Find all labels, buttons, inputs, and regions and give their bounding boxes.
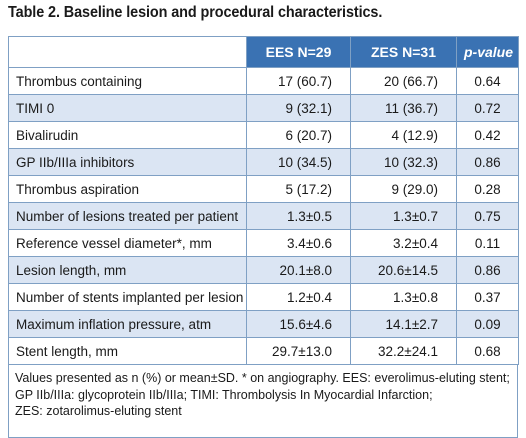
row-label: Number of lesions treated per patient bbox=[8, 202, 247, 230]
row-label: Maximum inflation pressure, atm bbox=[8, 310, 247, 338]
header-blank bbox=[8, 36, 247, 68]
row-label: Reference vessel diameter*, mm bbox=[8, 229, 247, 257]
cell-zes: 3.2±0.4 bbox=[350, 229, 457, 257]
cell-zes: 1.3±0.7 bbox=[350, 202, 457, 230]
cell-zes: 20.6±14.5 bbox=[350, 256, 457, 284]
row-label: Stent length, mm bbox=[8, 337, 247, 365]
cell-ees: 9 (32.1) bbox=[246, 94, 351, 122]
header-row: EES N=29 ZES N=31 p-value bbox=[8, 36, 519, 68]
footnote-line: ZES: zotarolimus-eluting stent bbox=[15, 404, 182, 418]
cell-ees: 1.3±0.5 bbox=[246, 202, 351, 230]
data-table: EES N=29 ZES N=31 p-value Thrombus conta… bbox=[8, 36, 519, 365]
cell-p-value: 0.86 bbox=[456, 148, 519, 176]
cell-ees: 20.1±8.0 bbox=[246, 256, 351, 284]
cell-p-value: 0.37 bbox=[456, 283, 519, 311]
table-row: GP IIb/IIIa inhibitors 10 (34.5) 10 (32.3)… bbox=[8, 148, 519, 176]
cell-ees: 29.7±13.0 bbox=[246, 337, 351, 365]
cell-ees: 6 (20.7) bbox=[246, 121, 351, 149]
cell-ees: 17 (60.7) bbox=[246, 67, 351, 95]
header-zes: ZES N=31 bbox=[350, 36, 457, 68]
row-label: Lesion length, mm bbox=[8, 256, 247, 284]
header-ees: EES N=29 bbox=[246, 36, 351, 68]
table-row: Lesion length, mm 20.1±8.0 20.6±14.5 0.86 bbox=[8, 256, 519, 284]
row-label: Bivalirudin bbox=[8, 121, 247, 149]
table-row: Number of stents implanted per lesion 1.2… bbox=[8, 283, 519, 311]
cell-p-value: 0.28 bbox=[456, 175, 519, 203]
table-title: Table 2. Baseline lesion and procedural … bbox=[8, 4, 383, 21]
cell-zes: 10 (32.3) bbox=[350, 148, 457, 176]
cell-ees: 1.2±0.4 bbox=[246, 283, 351, 311]
table-row: Thrombus aspiration 5 (17.2) 9 (29.0) 0.28 bbox=[8, 175, 519, 203]
footnote-line: GP IIb/IIIa: glycoprotein IIb/IIIa; TIMI… bbox=[15, 387, 433, 402]
cell-ees: 10 (34.5) bbox=[246, 148, 351, 176]
cell-zes: 9 (29.0) bbox=[350, 175, 457, 203]
cell-p-value: 0.11 bbox=[456, 229, 519, 257]
cell-p-value: 0.64 bbox=[456, 67, 519, 95]
table-row: Bivalirudin 6 (20.7) 4 (12.9) 0.42 bbox=[8, 121, 519, 149]
cell-p-value: 0.68 bbox=[456, 337, 519, 365]
cell-zes: 4 (12.9) bbox=[350, 121, 457, 149]
cell-zes: 11 (36.7) bbox=[350, 94, 457, 122]
cell-ees: 3.4±0.6 bbox=[246, 229, 351, 257]
row-label: TIMI 0 bbox=[8, 94, 247, 122]
table-row: Maximum inflation pressure, atm 15.6±4.6 1… bbox=[8, 310, 519, 338]
cell-p-value: 0.72 bbox=[456, 94, 519, 122]
row-label: Number of stents implanted per lesion bbox=[8, 283, 247, 311]
table-row: Number of lesions treated per patient 1.3… bbox=[8, 202, 519, 230]
table-footnote: Values presented as n (%) or mean±SD. * … bbox=[8, 364, 518, 438]
cell-p-value: 0.86 bbox=[456, 256, 519, 284]
cell-zes: 1.3±0.8 bbox=[350, 283, 457, 311]
cell-zes: 20 (66.7) bbox=[350, 67, 457, 95]
cell-ees: 15.6±4.6 bbox=[246, 310, 351, 338]
row-label: Thrombus aspiration bbox=[8, 175, 247, 203]
table-row: Stent length, mm 29.7±13.0 32.2±24.1 0.68 bbox=[8, 337, 519, 365]
row-label: Thrombus containing bbox=[8, 67, 247, 95]
footnote-line: Values presented as n (%) or mean±SD. * … bbox=[15, 371, 510, 385]
cell-p-value: 0.75 bbox=[456, 202, 519, 230]
row-label: GP IIb/IIIa inhibitors bbox=[8, 148, 247, 176]
table-row: Reference vessel diameter*, mm 3.4±0.6 3.2… bbox=[8, 229, 519, 257]
cell-zes: 32.2±24.1 bbox=[350, 337, 457, 365]
header-p-value: p-value bbox=[456, 36, 519, 68]
cell-zes: 14.1±2.7 bbox=[350, 310, 457, 338]
table-row: Thrombus containing 17 (60.7) 20 (66.7) 0.6… bbox=[8, 67, 519, 95]
cell-ees: 5 (17.2) bbox=[246, 175, 351, 203]
cell-p-value: 0.09 bbox=[456, 310, 519, 338]
cell-p-value: 0.42 bbox=[456, 121, 519, 149]
